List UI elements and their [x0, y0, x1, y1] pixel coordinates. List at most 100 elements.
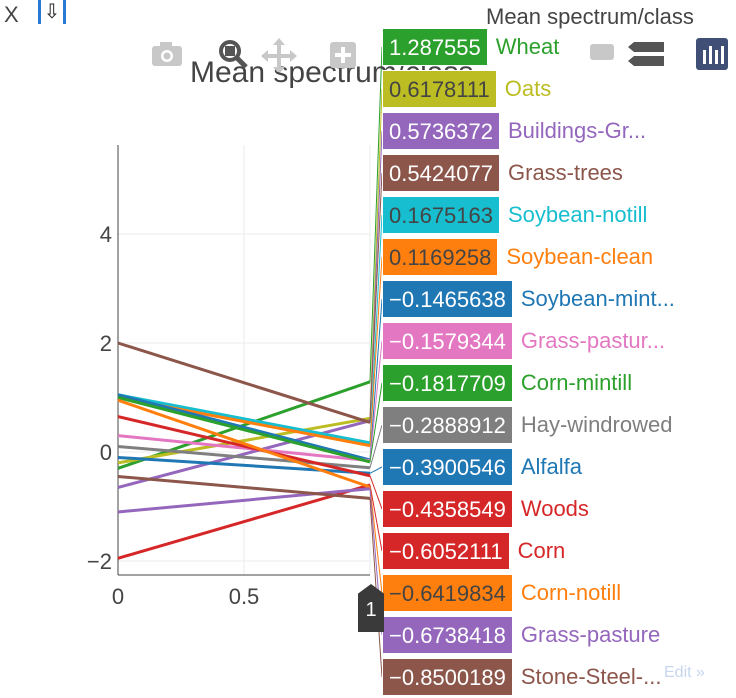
hover-label: −0.3900546 Alfalfa	[382, 448, 582, 486]
close-button[interactable]: X	[4, 2, 19, 27]
series-line	[117, 415, 371, 478]
hover-label: −0.8500189 Stone-Steel-...	[382, 658, 661, 696]
series-line	[117, 393, 371, 462]
series-line	[117, 398, 371, 489]
hover-value: −0.2888912	[382, 406, 513, 444]
hover-label: −0.4358549 Woods	[382, 490, 589, 528]
hover-value: −0.4358549	[382, 490, 513, 528]
series-line	[117, 445, 371, 470]
hover-connector	[369, 466, 383, 474]
edit-link[interactable]: Edit »	[664, 664, 705, 681]
hover-value: −0.6738418	[382, 616, 513, 654]
y-tick-label: 4	[100, 222, 112, 247]
camera-icon[interactable]	[152, 42, 182, 66]
grid-layer	[117, 145, 371, 575]
hover-value: −0.8500189	[382, 658, 513, 696]
hover-series-name: Alfalfa	[520, 454, 582, 479]
zoom-out-icon[interactable]	[590, 44, 614, 60]
modebar	[150, 38, 730, 77]
series-line	[117, 393, 371, 445]
hover-label: −0.1817709 Corn-mintill	[382, 364, 632, 402]
collapse-button[interactable]: ⇩	[38, 0, 66, 24]
hover-connector	[369, 340, 383, 461]
hover-connector	[369, 486, 383, 594]
hover-label: 0.1169258 Soybean-clean	[382, 238, 653, 276]
x-tick-label: 0.5	[229, 584, 260, 609]
hover-value: −0.1579344	[382, 322, 513, 360]
series-line	[117, 380, 371, 470]
hover-connector	[369, 214, 383, 443]
hover-series-name: Stone-Steel-...	[520, 664, 662, 689]
modebar-icons	[152, 38, 728, 74]
hover-label: 0.6178111 Oats	[382, 70, 551, 108]
hover-connector	[369, 172, 383, 423]
hover-value: −0.1465638	[382, 280, 513, 318]
plotly-logo-icon[interactable]	[696, 38, 728, 70]
hover-series-name: Woods	[520, 496, 589, 521]
hover-connector	[369, 475, 383, 510]
hover-connector	[369, 382, 383, 462]
hover-series-name: Soybean-mint...	[520, 286, 675, 311]
hover-label: −0.6052111 Corn	[382, 532, 565, 570]
series-line	[117, 455, 371, 475]
hover-value: −0.6052111	[382, 532, 510, 570]
global-title: Mean spectrum/class	[486, 4, 694, 29]
series-line	[117, 487, 371, 514]
hover-series-name: Grass-pasture	[520, 622, 661, 647]
hover-label: 0.5736372 Buildings-Gr...	[382, 112, 646, 150]
lines-layer	[117, 46, 383, 678]
hover-series-name: Hay-windrowed	[520, 412, 673, 437]
hover-series-name: Corn-mintill	[520, 370, 633, 395]
hover-label: −0.6419834 Corn-notill	[382, 574, 621, 612]
hover-value: 1.287555	[382, 28, 488, 66]
hover-connector	[369, 298, 383, 461]
hover-connector	[369, 46, 383, 382]
x-tick-label: 0	[112, 584, 124, 609]
hover-connector	[369, 424, 383, 468]
zoom-icon[interactable]	[219, 40, 248, 69]
hover-label: −0.1465638 Soybean-mint...	[382, 280, 675, 318]
hover-connector	[369, 256, 383, 446]
hover-value: −0.6419834	[382, 574, 513, 612]
hover-series-name: Buildings-Gr...	[508, 118, 647, 143]
series-line	[117, 475, 371, 500]
hover-series-name: Soybean-clean	[506, 244, 654, 269]
series-line	[117, 434, 371, 463]
hover-series-name: Oats	[504, 76, 552, 101]
series-line	[117, 416, 371, 465]
hover-value: 0.1169258	[382, 238, 499, 276]
series-line	[117, 483, 371, 560]
hover-label: −0.2888912 Hay-windrowed	[382, 406, 672, 444]
autoscale-icon[interactable]	[628, 42, 664, 66]
x-hover-label: 1	[358, 584, 384, 632]
hover-label: 1.287555 Wheat	[382, 28, 559, 66]
hover-value: 0.5424077	[382, 154, 500, 192]
hover-value: −0.1817709	[382, 364, 513, 402]
series-line	[117, 419, 371, 489]
hover-value: 0.5736372	[382, 112, 500, 150]
hover-label: −0.6738418 Grass-pasture	[382, 616, 660, 654]
hover-label: −0.1579344 Grass-pastur...	[382, 322, 665, 360]
hover-value: −0.3900546	[382, 448, 513, 486]
series-line	[117, 396, 371, 464]
hover-label: 0.5424077 Grass-trees	[382, 154, 623, 192]
hover-connector	[369, 498, 383, 678]
zoom-in-icon[interactable]	[330, 42, 356, 68]
y-tick-label: −2	[87, 549, 112, 574]
hover-series-name: Grass-trees	[508, 160, 623, 185]
hover-series-name: Corn-notill	[520, 580, 622, 605]
hover-series-name: Corn	[517, 538, 566, 563]
hover-connector	[369, 484, 383, 552]
y-tick-label: 0	[100, 440, 112, 465]
y-tick-label: 2	[100, 331, 112, 356]
hover-value: 0.1675163	[382, 196, 500, 234]
pan-icon[interactable]	[261, 38, 297, 74]
hover-series-name: Soybean-notill	[508, 202, 648, 227]
hover-label: 0.1675163 Soybean-notill	[382, 196, 647, 234]
hover-value: 0.6178111	[382, 70, 497, 108]
hover-series-name: Grass-pastur...	[520, 328, 666, 353]
series-line	[117, 341, 371, 424]
hover-series-name: Wheat	[495, 34, 560, 59]
